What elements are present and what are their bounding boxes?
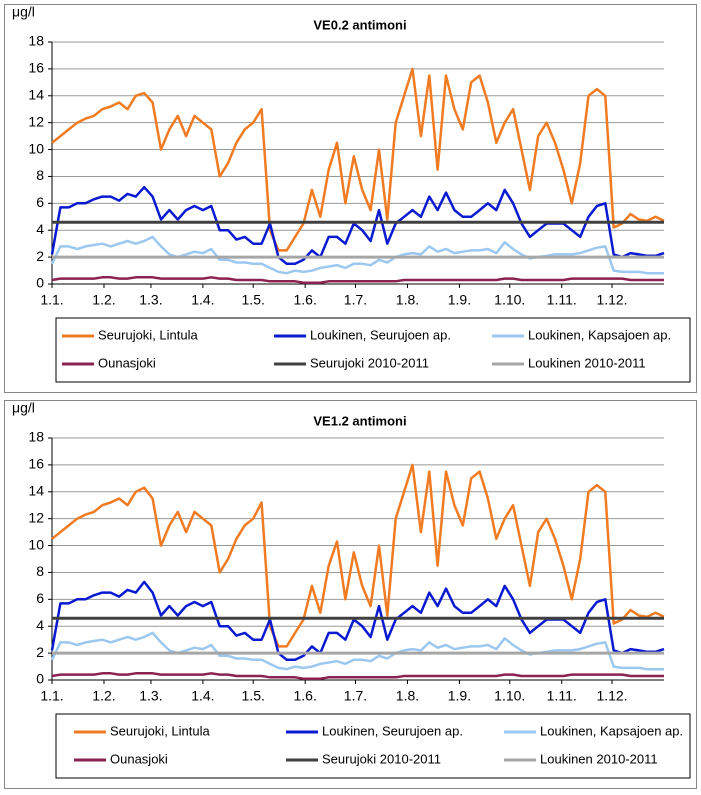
series-line — [51, 67, 665, 252]
legend-label: Loukinen, Seurujoen ap. — [322, 723, 463, 738]
legend-label: Ounasjoki — [110, 751, 168, 766]
chart-title: VE1.2 antimoni — [313, 413, 406, 428]
y-tick-label: 14 — [28, 86, 44, 102]
y-tick-label: 8 — [36, 563, 44, 579]
chart-title: VE0.2 antimoni — [313, 17, 406, 32]
y-tick-label: 0 — [36, 275, 44, 291]
y-tick-label: 10 — [28, 140, 44, 156]
y-tick-label: 0 — [36, 671, 44, 687]
x-tick-label: 1.1. — [40, 292, 63, 308]
x-tick-label: 1.9. — [448, 292, 471, 308]
x-tick-label: 1.3. — [139, 688, 162, 704]
y-tick-label: 10 — [28, 536, 44, 552]
x-tick-label: 1.7. — [344, 688, 367, 704]
x-tick-label: 1.11. — [547, 688, 577, 704]
x-tick-label: 1.4. — [191, 688, 214, 704]
series-line — [50, 235, 664, 275]
panel: VE1.2 antimoni μg/l 0 2 4 6 8 10 12 14 16 18 1.1. 1.2… — [4, 400, 697, 789]
y-tick-label: 6 — [36, 590, 44, 606]
y-tick-label: 12 — [28, 509, 44, 525]
y-tick-label: 2 — [36, 248, 44, 264]
x-tick-label: 1.2. — [92, 688, 115, 704]
y-axis-label: μg/l — [12, 400, 35, 416]
legend-label: Loukinen 2010-2011 — [528, 355, 646, 370]
x-tick-label: 1.10. — [494, 292, 525, 308]
y-tick-label: 18 — [28, 429, 44, 445]
series-line — [51, 276, 664, 284]
series-line — [51, 672, 664, 680]
series-line — [50, 631, 664, 671]
x-tick-label: 1.5. — [242, 688, 265, 704]
x-tick-label: 1.8. — [396, 292, 419, 308]
legend-label: Loukinen, Kapsajoen ap. — [540, 723, 683, 738]
x-tick-label: 1.2. — [92, 292, 115, 308]
y-tick-label: 16 — [28, 60, 44, 76]
x-tick-label: 1.12. — [596, 688, 627, 704]
series-line — [51, 463, 665, 648]
panel: VE0.2 antimoni μg/l 0 2 4 6 8 10 12 14 16 18 1.1. 1.2… — [4, 4, 697, 393]
y-tick-label: 6 — [36, 194, 44, 210]
x-tick-label: 1.7. — [344, 292, 367, 308]
legend-label: Seurujoki 2010-2011 — [310, 355, 429, 370]
x-tick-label: 1.4. — [191, 292, 214, 308]
legend-label: Seurujoki, Lintula — [110, 723, 210, 738]
x-tick-label: 1.3. — [139, 292, 162, 308]
x-tick-label: 1.8. — [396, 688, 419, 704]
legend-box — [55, 713, 691, 779]
legend-label: Seurujoki, Lintula — [98, 327, 198, 342]
legend-box — [55, 317, 691, 383]
x-tick-label: 1.12. — [596, 292, 627, 308]
x-tick-label: 1.10. — [494, 688, 525, 704]
x-tick-label: 1.1. — [40, 688, 63, 704]
y-tick-label: 14 — [28, 482, 44, 498]
y-tick-label: 4 — [36, 617, 44, 633]
y-tick-label: 16 — [28, 456, 44, 472]
x-tick-label: 1.11. — [547, 292, 577, 308]
y-tick-label: 12 — [28, 113, 44, 129]
y-tick-label: 18 — [28, 33, 44, 49]
y-tick-label: 4 — [36, 221, 44, 237]
x-tick-label: 1.9. — [448, 688, 471, 704]
x-tick-label: 1.6. — [294, 688, 317, 704]
legend-label: Loukinen, Kapsajoen ap. — [528, 327, 671, 342]
legend-label: Ounasjoki — [98, 355, 156, 370]
legend-label: Seurujoki 2010-2011 — [322, 751, 441, 766]
x-tick-label: 1.6. — [294, 292, 317, 308]
legend-label: Loukinen, Seurujoen ap. — [310, 327, 451, 342]
legend-label: Loukinen 2010-2011 — [540, 751, 658, 766]
y-tick-label: 8 — [36, 167, 44, 183]
y-tick-label: 2 — [36, 644, 44, 660]
y-axis-label: μg/l — [12, 4, 35, 20]
x-tick-label: 1.5. — [242, 292, 265, 308]
